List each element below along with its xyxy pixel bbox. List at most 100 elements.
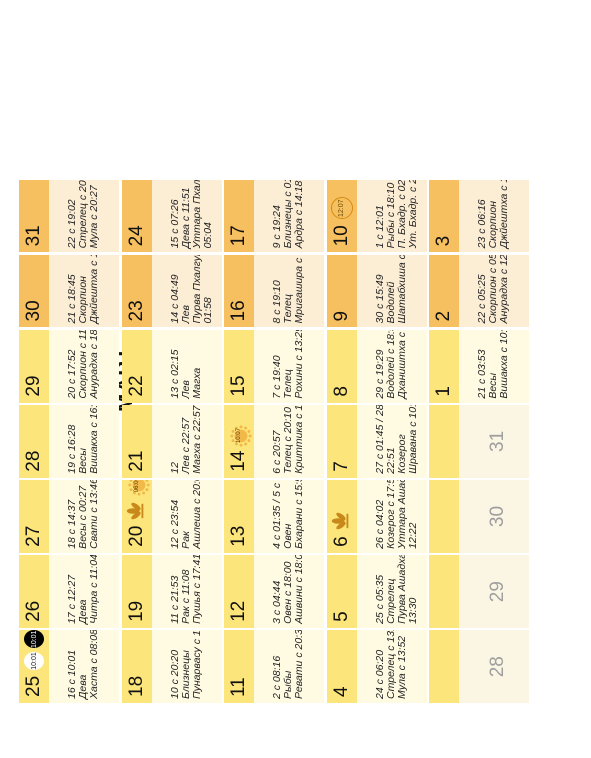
day-cell[interactable]: 6 26 с 04:02 Козерог с 17:59 Уттара Ашадха … (326, 480, 427, 553)
day-number: 13 (228, 525, 249, 547)
info-line: 13 с 02:15 (168, 349, 181, 399)
day-cell[interactable]: 10 12:07 1 с 12:01 Рыбы с 18:10 П. Бхадр. с … (326, 179, 427, 253)
day-cell[interactable]: 30 (429, 480, 529, 553)
day-cell[interactable]: 26 17 с 12:27 Дева Читра с 11:04 (19, 555, 119, 628)
day-band: 29 (19, 330, 49, 403)
day-number: 30 (23, 300, 44, 322)
day-cell[interactable]: 17 9 с 19:24 Близнецы с 01:52 Ардра с 14:18 (224, 179, 324, 253)
info-line: Ут. Бхадр. с 23:26 (406, 179, 419, 249)
day-cell[interactable]: 21 12 Лев с 22:57 Магха с 22:57 (121, 405, 222, 478)
day-cell[interactable]: 30 21 с 18:45 Скорпион Джйештха с 19:34 (19, 254, 119, 328)
day-number: 28 (487, 656, 508, 678)
day-number: 3 (433, 235, 454, 247)
day-info: 26 с 04:02 Козерог с 17:59 Уттара Ашадха с… (374, 480, 419, 549)
info-line: Вишакха с 10:19 (498, 330, 510, 399)
day-cell[interactable]: 7 27 с 01:45 / 28 с 22:51 Козерог Шравана с … (326, 405, 427, 478)
info-line: Магха (190, 367, 203, 399)
info-line: Свати с 13:46 (88, 480, 100, 549)
day-cell[interactable]: 16 8 с 19:10 Телец Мригашира с 13:36 (224, 254, 324, 328)
day-cell[interactable]: 31 22 с 19:02 Стрелец с 20:27 Мула с 20:27 (19, 179, 119, 253)
day-cell[interactable]: 25 10:01 10:01 16 с 10:01 Дева Хаста с 08:08 (19, 630, 119, 703)
moon-icon (26, 265, 48, 287)
day-cell[interactable]: 19 11 с 21:53 Рак с 11:08 Пушья с 17:41 (121, 555, 222, 628)
day-number: 14 (228, 450, 249, 472)
day-cell[interactable]: 20 06:06 12 с 23:54 Рак Ашлеша с 20:09 (121, 480, 222, 553)
info-line: Хаста с 08:08 (88, 630, 100, 699)
day-band (429, 555, 459, 628)
day-cell[interactable]: 13 4 с 01:35 / 5 с 22:57 Овен Бхарани с 15:… (224, 480, 324, 553)
moon-icon (436, 265, 458, 287)
day-number: 12 (228, 600, 249, 622)
info-line: 10 с 20:20 (168, 649, 181, 699)
day-cell[interactable]: 9 30 с 15:49 Водолей Шатабхиша с 05:26 (326, 254, 427, 328)
day-cell[interactable]: 28 19 с 16:28 Весы Вишакха с 16:09 (19, 405, 119, 478)
day-band: 4 (326, 630, 357, 703)
moon-icon (129, 565, 151, 587)
day-cell[interactable]: 31 (429, 405, 529, 478)
moon-icon (129, 640, 151, 662)
day-band: 26 (19, 555, 49, 628)
info-line: Магха с 22:57 (190, 405, 203, 474)
day-cell[interactable]: 2 22 с 05:25 Скорпион с 05:48 Анурадха с 12… (429, 254, 529, 328)
day-cell[interactable]: 8 29 с 19:29 Водолей с 18:51 Дхаништха с 08… (326, 330, 427, 403)
day-cell[interactable]: 29 (429, 555, 529, 628)
day-cell[interactable]: 24 15 с 07:26 Дева с 11:51 Уттара Пхалгуни … (121, 179, 222, 253)
day-cell[interactable]: 29 20 с 17:52 Скорпион с 11:40 Анурадха с 1… (19, 330, 119, 403)
moon-icon (436, 565, 458, 587)
moon-icon (334, 265, 356, 287)
info-line: Дева с 11:51 (179, 187, 192, 249)
day-cell[interactable]: 4 24 с 06:20 Стрелец с 13:52 Мула с 13:52 (326, 630, 427, 703)
day-band: 5 (326, 555, 357, 628)
info-line: Пурва Пхалгуни с (190, 254, 203, 324)
day-cell[interactable]: 28 (429, 630, 529, 703)
day-number: 31 (487, 430, 508, 452)
day-number: 24 (125, 225, 147, 247)
day-cell[interactable]: 15 7 с 19:40 Телец Рохини с 13:29 (224, 330, 324, 403)
day-cell[interactable]: 23 14 с 04:49 Лев Пурва Пхалгуни с 01:58 (121, 254, 222, 328)
day-cell[interactable]: 18 10 с 20:20 Близнецы Пунарвасу с 15:41 (121, 630, 222, 703)
day-cell[interactable]: 5 25 с 05:35 Стрелец Пурва Ашадха с 13:30 (326, 555, 427, 628)
info-line: 24 с 06:20 (373, 649, 386, 699)
day-cell[interactable]: 14 10:07 6 с 20:57 Телец с 20:10 Криттика с … (224, 405, 324, 478)
day-number: 8 (330, 386, 352, 397)
info-line: Водолей (384, 281, 397, 324)
day-cell[interactable]: 27 18 с 14:37 Весы с 00:27 Свати с 13:46 (19, 480, 119, 553)
moon-icon (129, 340, 151, 362)
day-info: 29 с 19:29 Водолей с 18:51 Дхаништха с 08:… (374, 330, 408, 399)
moon-icon (231, 640, 253, 662)
day-cell[interactable]: 1 21 с 03:53 Весы Вишакха с 10:19 (429, 330, 529, 403)
day-band (429, 405, 459, 478)
day-cell[interactable]: 22 13 с 02:15 Лев Магха (121, 330, 222, 403)
day-band: 12 (224, 555, 254, 628)
day-cell[interactable]: 12 3 с 04:44 Овен с 18:00 Ашвини с 18:00 (224, 555, 324, 628)
day-info: 12 с 23:54 Рак Ашлеша с 20:09 (168, 480, 203, 549)
moon-icon (129, 415, 151, 437)
day-band: 6 (326, 480, 357, 553)
day-cell[interactable]: 3 23 с 06:16 Скорпион Джйештха с 13:25 (429, 179, 529, 253)
moon-icon (129, 490, 151, 512)
moon-icon (231, 265, 253, 287)
day-info: 2 с 08:16 Рыбы Ревати с 20:33 (271, 630, 305, 699)
info-line: Лев с 22:57 (179, 417, 192, 474)
info-line: Читра с 11:04 (88, 555, 100, 624)
moon-icon (436, 640, 458, 662)
day-band: 27 (19, 480, 49, 553)
day-info: 21 с 03:53 Весы Вишакха с 10:19 (476, 330, 510, 399)
day-number: 18 (125, 675, 147, 697)
day-info: 24 с 06:20 Стрелец с 13:52 Мула с 13:52 (373, 630, 408, 699)
moon-icon (231, 340, 253, 362)
info-line: 12 с 23:54 (168, 499, 181, 549)
info-line: П. Бхадр. с 02:29 / (395, 179, 408, 249)
moon-icon (334, 190, 356, 212)
info-line: Мула с 20:27 (88, 185, 100, 249)
day-number: 6 (330, 536, 352, 547)
day-number: 29 (23, 375, 44, 397)
moon-icon (231, 190, 253, 212)
day-cell[interactable]: 11 2 с 08:16 Рыбы Ревати с 20:33 (224, 630, 324, 703)
info-line: Козерог (395, 434, 408, 474)
info-line: Уттара Пхалгуни с (190, 179, 203, 249)
day-info: 9 с 19:24 Близнецы с 01:52 Ардра с 14:18 (271, 180, 305, 249)
day-number: 20 (125, 525, 147, 547)
day-info: 23 с 06:16 Скорпион Джйештха с 13:25 (476, 180, 510, 249)
info-line: Лев (179, 304, 192, 324)
